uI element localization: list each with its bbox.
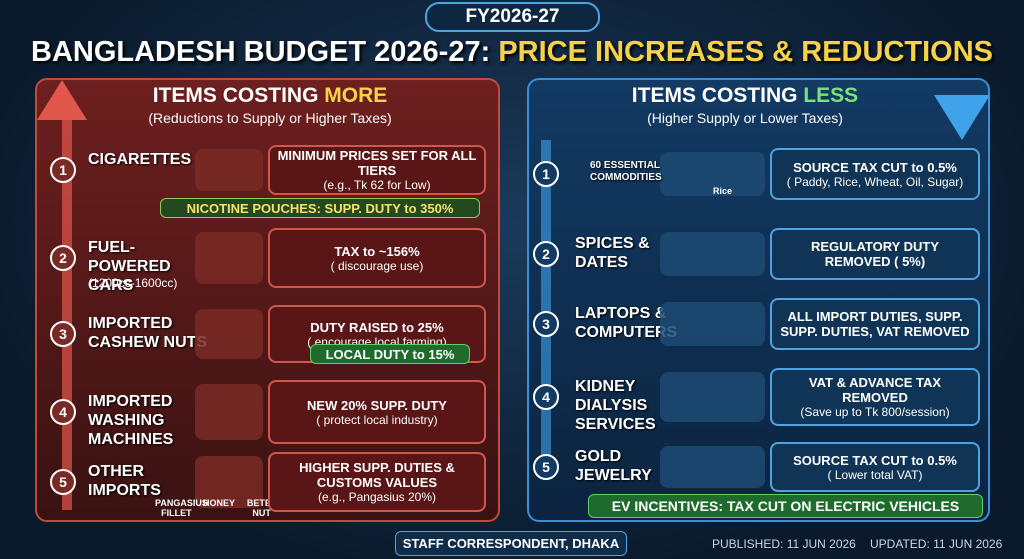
item-icon [660, 232, 765, 276]
right-heading: ITEMS COSTING LESS [560, 84, 930, 108]
heading-lead: ITEMS COSTING [152, 84, 319, 107]
item-detail: MINIMUM PRICES SET FOR ALL TIERS [277, 148, 477, 178]
item-note: (e.g., Tk 62 for Low) [323, 178, 431, 192]
item-icon [195, 149, 263, 191]
item-number: 2 [50, 245, 76, 271]
icon-label: HONEY [202, 498, 235, 508]
item-detail-box: REGULATORY DUTY REMOVED ( 5%) [770, 228, 980, 280]
item-detail: DUTY RAISED to 25% [310, 319, 444, 335]
item-number: 3 [533, 311, 559, 337]
item-name: CIGARETTES [88, 151, 192, 168]
item-note: (Save up to Tk 800/session) [800, 405, 950, 419]
item-note: ( protect local industry) [316, 412, 438, 427]
item-number: 5 [533, 454, 559, 480]
item-detail: VAT & ADVANCE TAX REMOVED [808, 375, 942, 405]
item-note: (e.g., Pangasius 20%) [317, 490, 437, 504]
item-name: KIDNEY DIALYSIS SERVICES [575, 378, 656, 433]
item-detail-box: SOURCE TAX CUT to 0.5%( Paddy, Rice, Whe… [770, 148, 980, 200]
item-detail-box: TAX to ~156%( discourage use) [268, 228, 486, 288]
item-number: 4 [50, 399, 76, 425]
item-number: 1 [50, 157, 76, 183]
item-name: GOLD JEWELRY [575, 448, 652, 484]
down-arrow-head [934, 95, 990, 140]
item-detail-box: MINIMUM PRICES SET FOR ALL TIERS (e.g., T… [268, 145, 486, 195]
item-icon [660, 152, 765, 196]
up-arrow-head [37, 80, 87, 120]
item-number: 5 [50, 469, 76, 495]
item-detail-box: NEW 20% SUPP. DUTY( protect local indust… [268, 380, 486, 444]
item-number: 4 [533, 384, 559, 410]
item-icon [195, 309, 263, 359]
item-name: FUEL-POWERED CARS [88, 239, 171, 294]
item-detail: SOURCE TAX CUT to 0.5% [793, 452, 957, 468]
heading-lead: ITEMS COSTING [631, 84, 798, 107]
item-name: SPICES & DATES [575, 235, 650, 271]
item-detail-box: VAT & ADVANCE TAX REMOVED (Save up to Tk … [770, 368, 980, 426]
item-detail-box: HIGHER SUPP. DUTIES & CUSTOMS VALUES (e.g… [268, 452, 486, 512]
item-extra: NICOTINE POUCHES: SUPP. DUTY to 350% [160, 198, 480, 218]
byline: STAFF CORRESPONDENT, DHAKA [395, 531, 627, 556]
item-name: LAPTOPS & COMPUTERS [575, 305, 678, 341]
item-number: 1 [533, 161, 559, 187]
up-arrow-shaft [62, 100, 72, 510]
icon-label: BETEL NUT [246, 498, 277, 518]
title: BANGLADESH BUDGET 2026-27: PRICE INCREAS… [0, 36, 1024, 69]
title-highlight: PRICE INCREASES & REDUCTIONS [498, 36, 993, 68]
item-name: IMPORTED CASHEW NUTS [88, 315, 208, 351]
heading-accent: LESS [803, 84, 859, 107]
year-badge: FY2026-27 [425, 2, 600, 32]
item-icon [660, 446, 765, 488]
icon-label: PANGASIUS FILLET [155, 498, 208, 518]
item-extra: LOCAL DUTY to 15% [310, 344, 470, 364]
item-detail: NEW 20% SUPP. DUTY [307, 397, 447, 413]
item-detail: REGULATORY DUTY REMOVED ( 5%) [810, 239, 940, 269]
item-detail-box: SOURCE TAX CUT to 0.5%( Lower total VAT) [770, 442, 980, 492]
item-icon [660, 302, 765, 346]
item-detail: ALL IMPORT DUTIES, SUPP. SUPP. DUTIES, V… [780, 309, 970, 339]
published: PUBLISHED: 11 JUN 2026 [712, 537, 856, 551]
item-note: ( discourage use) [330, 258, 424, 273]
icon-label: Rice [712, 186, 732, 196]
updated: UPDATED: 11 JUN 2026 [870, 537, 1003, 551]
item-name: OTHER IMPORTS [88, 463, 161, 499]
item-icon [195, 232, 263, 284]
item-icon [195, 456, 263, 508]
item-sub: (1200cc-1600cc) [88, 276, 178, 290]
item-detail: SOURCE TAX CUT to 0.5% [793, 159, 957, 175]
left-subheading: (Reductions to Supply or Higher Taxes) [148, 110, 392, 126]
item-note: ( Lower total VAT) [827, 467, 923, 482]
heading-accent: MORE [324, 84, 388, 107]
item-note: ( Paddy, Rice, Wheat, Oil, Sugar) [786, 174, 964, 189]
item-number: 3 [50, 321, 76, 347]
item-detail: TAX to ~156% [334, 243, 420, 259]
item-icon [660, 372, 765, 422]
item-name: IMPORTED WASHING MACHINES [88, 393, 174, 448]
item-icon [195, 384, 263, 440]
ev-banner: EV INCENTIVES: TAX CUT ON ELECTRIC VEHIC… [588, 494, 983, 518]
title-main: BANGLADESH BUDGET 2026-27: [31, 36, 491, 68]
item-detail: HIGHER SUPP. DUTIES & CUSTOMS VALUES [299, 460, 455, 490]
item-number: 2 [533, 241, 559, 267]
right-subheading: (Higher Supply or Lower Taxes) [647, 110, 843, 126]
down-arrow-shaft [541, 140, 551, 470]
item-detail-box: ALL IMPORT DUTIES, SUPP. SUPP. DUTIES, V… [770, 298, 980, 350]
left-heading: ITEMS COSTING MORE [90, 84, 450, 108]
item-name: 60 ESSENTIAL COMMODITIES [590, 160, 662, 183]
